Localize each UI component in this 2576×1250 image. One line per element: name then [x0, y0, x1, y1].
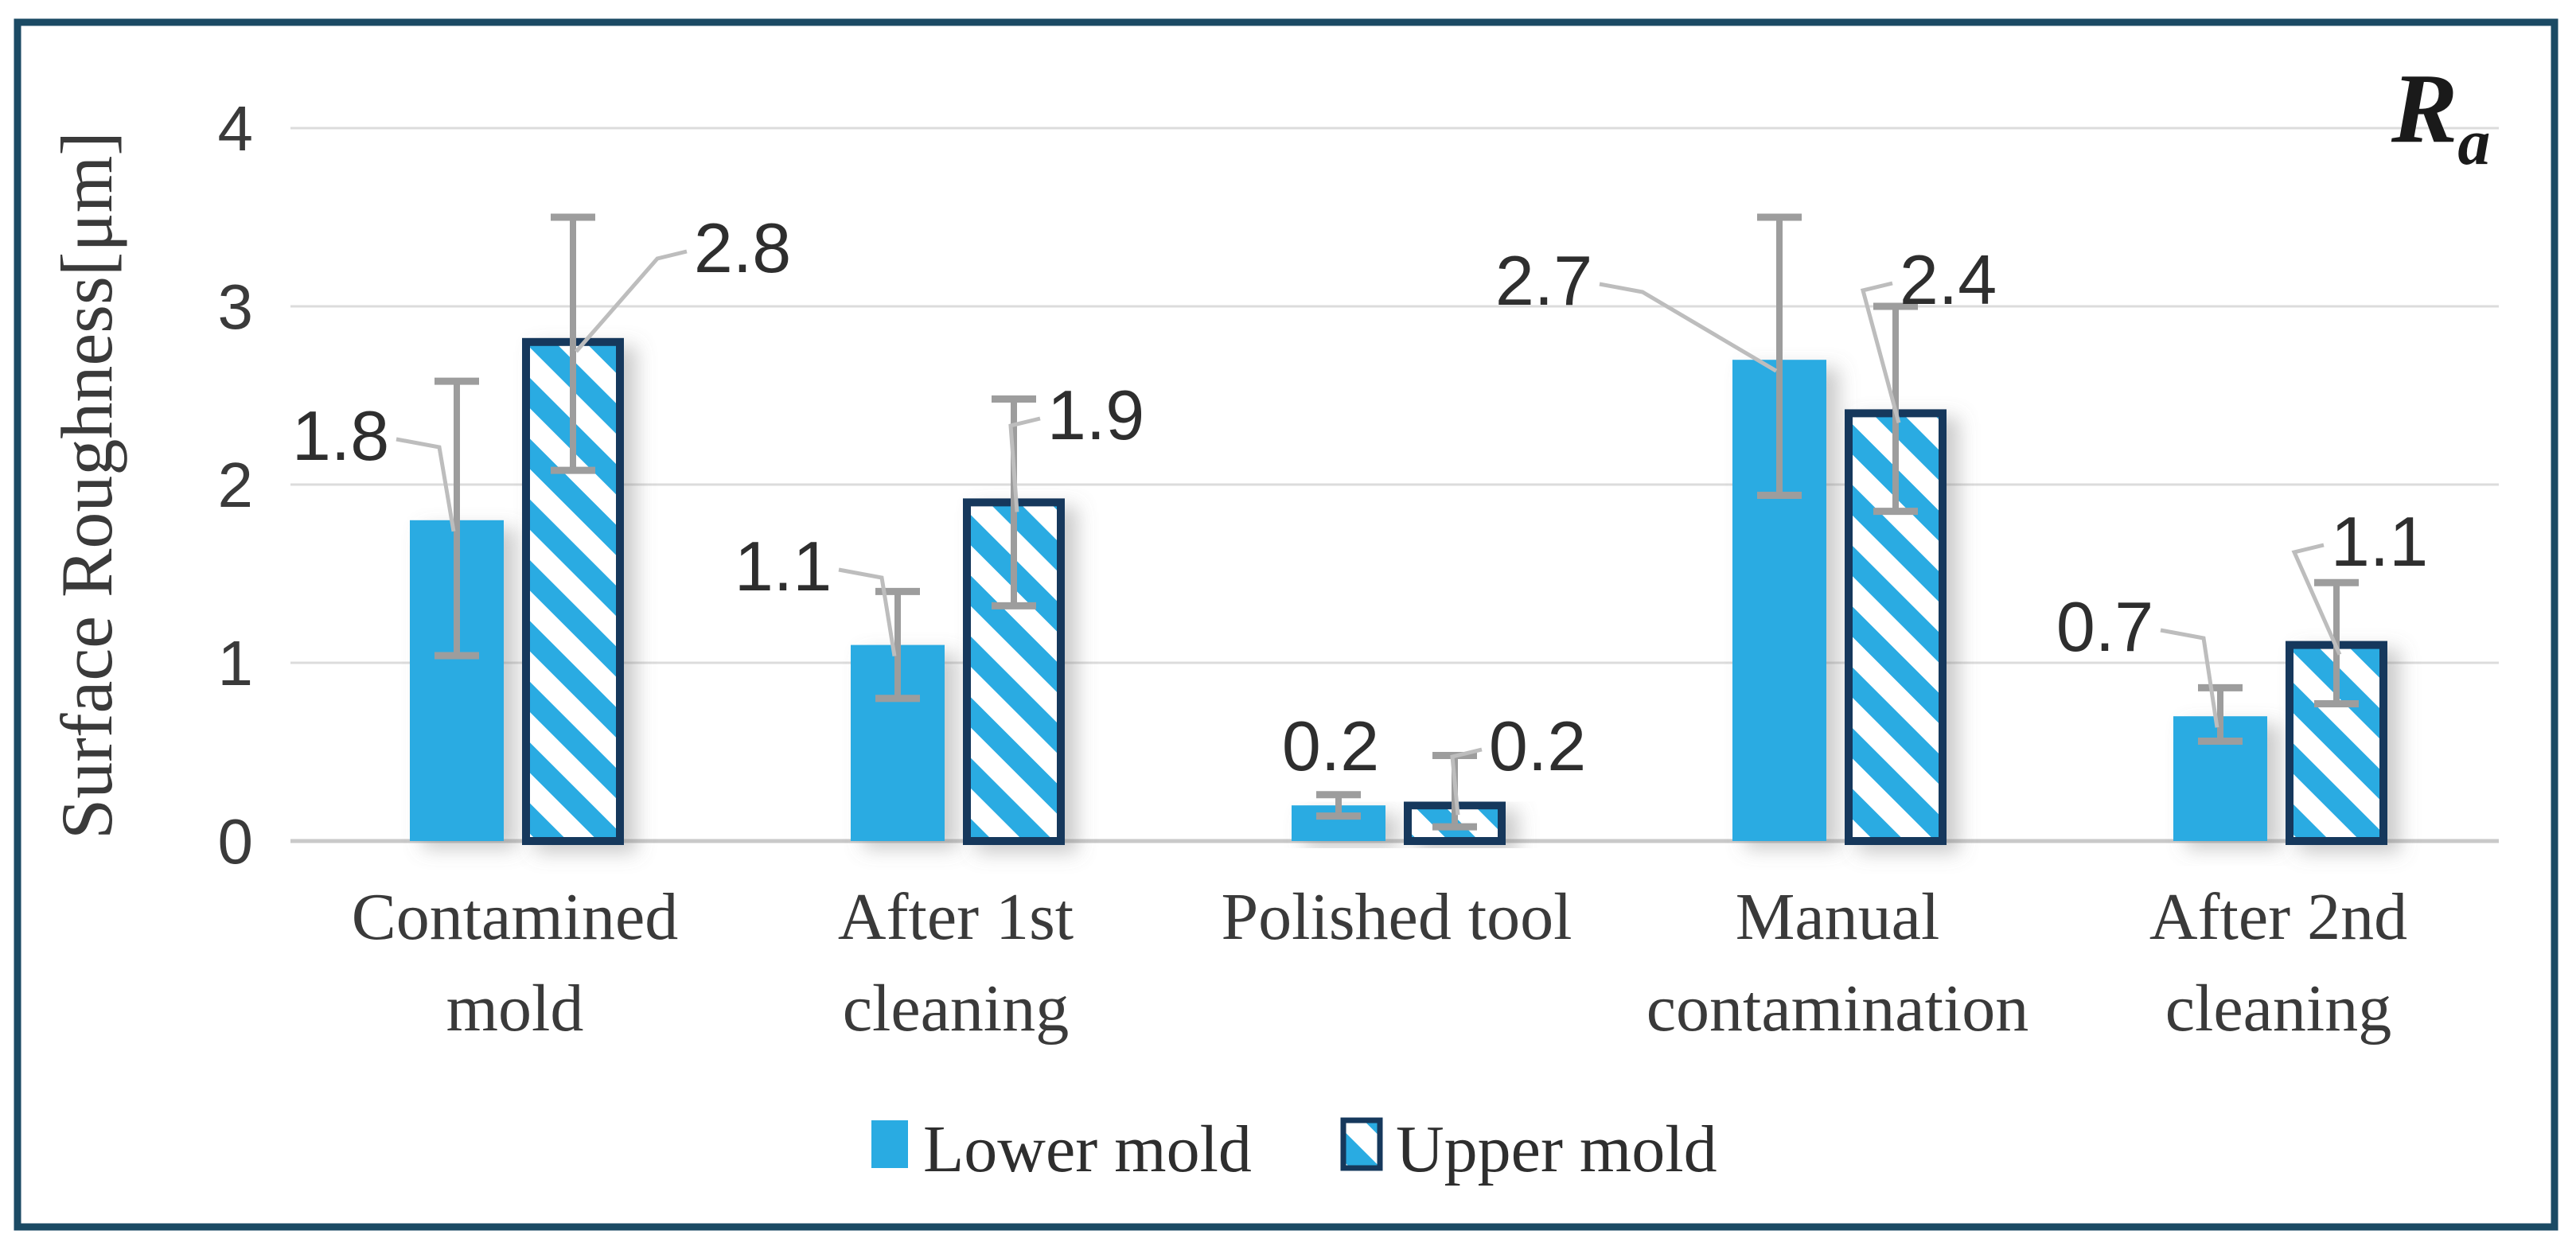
legend: Lower mold Upper mold	[871, 1112, 1717, 1186]
category-label-4: After 2nd cleaning	[2149, 880, 2407, 1046]
legend-swatch-solid	[871, 1120, 908, 1168]
category-label-0: Contamined mold	[352, 880, 679, 1046]
y-tick-label-3: 3	[218, 271, 254, 342]
category-label-line: Contamined	[352, 880, 679, 954]
category-label-3: Manual contamination	[1647, 880, 2029, 1046]
leader-line-s1-cat3	[1860, 281, 1901, 424]
leader-line-s0-cat0	[396, 437, 456, 532]
data-label-s0-cat4: 0.7	[2056, 587, 2153, 666]
leader-line-s1-cat4	[2291, 543, 2342, 656]
data-label-s1-cat2: 0.2	[1489, 707, 1586, 785]
data-label-s0-cat0: 1.8	[292, 396, 389, 475]
legend-swatch-hatched	[1340, 1117, 1383, 1171]
category-label-2: Polished tool	[1221, 880, 1572, 954]
category-label-line: Polished tool	[1221, 880, 1572, 954]
legend-item-lower-mold: Lower mold	[871, 1112, 1252, 1186]
category-label-line: cleaning	[2165, 972, 2392, 1046]
y-tick-label-2: 2	[218, 450, 254, 520]
error-bar-s0-cat0	[435, 377, 479, 660]
data-label-s1-cat0: 2.8	[694, 208, 791, 287]
data-label-s1-cat3: 2.4	[1900, 240, 1997, 319]
error-bar-s0-cat4	[2198, 683, 2243, 746]
y-tick-label-1: 1	[218, 628, 254, 699]
error-bar-s1-cat0	[551, 213, 595, 474]
legend-item-upper-mold: Upper mold	[1340, 1112, 1717, 1186]
data-label-s1-cat4: 1.1	[2331, 502, 2428, 581]
figure-border	[14, 18, 2558, 1231]
category-label-line: mold	[446, 972, 584, 1046]
error-bar-s1-cat1	[992, 395, 1036, 609]
data-label-s1-cat1: 1.9	[1047, 376, 1144, 454]
category-label-1: After 1st cleaning	[838, 880, 1074, 1046]
error-bar-s0-cat2	[1316, 791, 1361, 820]
category-label-line: Manual	[1736, 880, 1940, 954]
category-label-line: contamination	[1647, 972, 2029, 1046]
leader-line-s0-cat3	[1599, 282, 1778, 373]
data-label-s0-cat1: 1.1	[735, 527, 832, 606]
leader-line-s1-cat2	[1450, 747, 1483, 816]
y-axis-title: Surface Roughness[μm]	[46, 131, 127, 839]
legend-label-0: Lower mold	[923, 1112, 1252, 1186]
error-bar-s0-cat3	[1757, 213, 1802, 499]
leader-line-s1-cat1	[1008, 416, 1041, 512]
leader-line-s0-cat1	[838, 567, 897, 657]
data-label-s0-cat3: 2.7	[1495, 241, 1592, 320]
data-label-s0-cat2: 0.2	[1282, 707, 1379, 785]
leader-line-s1-cat0	[575, 249, 688, 353]
leader-line-s0-cat4	[2160, 628, 2219, 728]
legend-label-1: Upper mold	[1396, 1112, 1717, 1186]
category-label-line: After 1st	[838, 880, 1074, 954]
category-label-line: After 2nd	[2149, 880, 2407, 954]
y-tick-label-4: 4	[218, 93, 254, 164]
category-label-line: cleaning	[843, 972, 1070, 1046]
y-tick-label-0: 0	[218, 806, 254, 877]
